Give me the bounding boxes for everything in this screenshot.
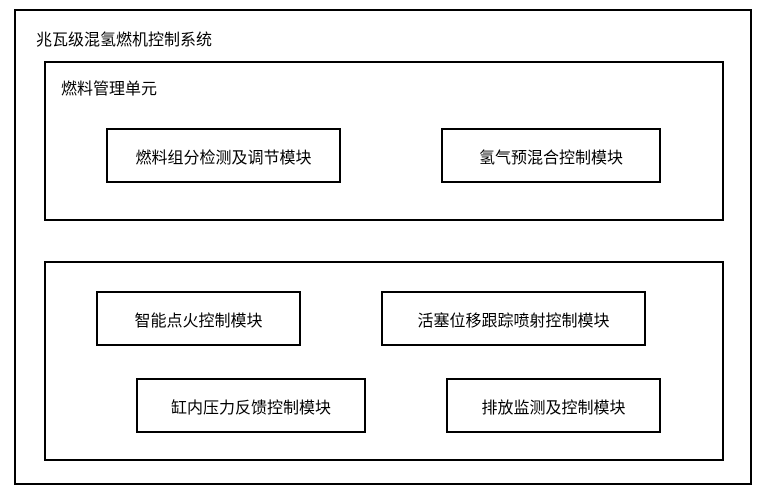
outer-system-title: 兆瓦级混氢燃机控制系统 bbox=[36, 26, 212, 50]
lower-group-box: 智能点火控制模块 活塞位移跟踪喷射控制模块缸内压力反馈控制模块 排放监测及控制模块 bbox=[44, 261, 724, 461]
outer-system-box: 兆瓦级混氢燃机控制系统 燃料管理单元 燃料组分检测及调节模块氢气预混合控制模块 … bbox=[14, 9, 752, 485]
fuel-management-unit-title: 燃料管理单元 bbox=[61, 75, 157, 99]
fuel-module-1: 氢气预混合控制模块 bbox=[441, 128, 661, 183]
lower-module-3: 排放监测及控制模块 bbox=[446, 378, 661, 433]
lower-module-2: 缸内压力反馈控制模块 bbox=[136, 378, 366, 433]
fuel-management-unit-box: 燃料管理单元 燃料组分检测及调节模块 氢气预混合控制模块 bbox=[44, 61, 724, 221]
lower-module-0: 智能点火控制模块 bbox=[96, 291, 301, 346]
lower-module-1: 活塞位移跟踪喷射控制模块 bbox=[381, 291, 646, 346]
fuel-module-0: 燃料组分检测及调节模块 bbox=[106, 128, 341, 183]
